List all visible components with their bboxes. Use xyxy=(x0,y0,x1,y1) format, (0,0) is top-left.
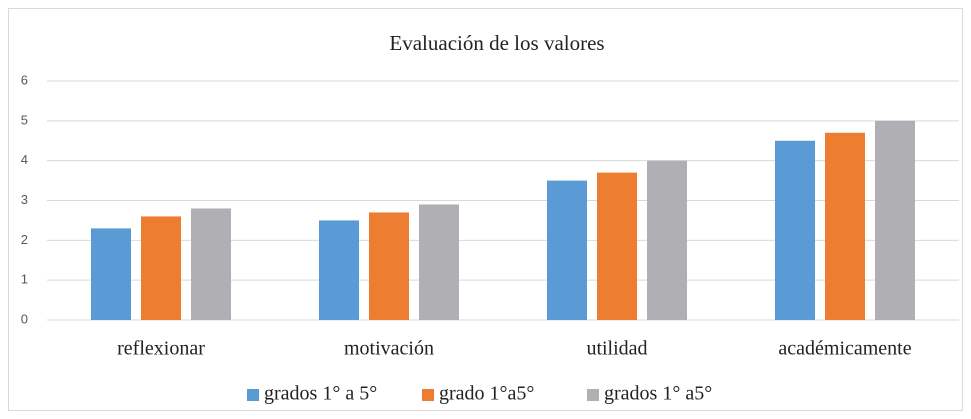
bar xyxy=(141,216,181,320)
legend-label: grado 1°a5° xyxy=(439,383,534,405)
y-tick-label: 0 xyxy=(21,311,28,326)
bar xyxy=(319,220,359,320)
bar xyxy=(419,204,459,320)
legend-label: grados 1° a5° xyxy=(604,383,712,405)
bar xyxy=(91,228,131,320)
legend-swatch xyxy=(587,389,599,401)
x-tick-label: utilidad xyxy=(586,338,647,360)
bar xyxy=(597,172,637,320)
y-tick-label: 3 xyxy=(21,192,28,207)
x-tick-label: reflexionar xyxy=(117,338,205,360)
bar xyxy=(369,212,409,320)
bar xyxy=(547,180,587,320)
bar xyxy=(647,160,687,320)
y-tick-label: 6 xyxy=(21,72,28,87)
y-tick-label: 1 xyxy=(21,272,28,287)
legend-swatch xyxy=(422,389,434,401)
y-tick-label: 5 xyxy=(21,112,28,127)
bar xyxy=(191,208,231,320)
legend-label: grados 1° a 5° xyxy=(264,383,377,405)
bar xyxy=(825,132,865,320)
x-tick-label: académicamente xyxy=(778,338,911,360)
bar xyxy=(875,120,915,320)
chart-title: Evaluación de los valores xyxy=(389,31,604,55)
bar xyxy=(775,140,815,320)
legend-swatch xyxy=(247,389,259,401)
x-tick-label: motivación xyxy=(344,338,434,360)
y-tick-label: 4 xyxy=(21,152,28,167)
y-tick-label: 2 xyxy=(21,232,28,247)
